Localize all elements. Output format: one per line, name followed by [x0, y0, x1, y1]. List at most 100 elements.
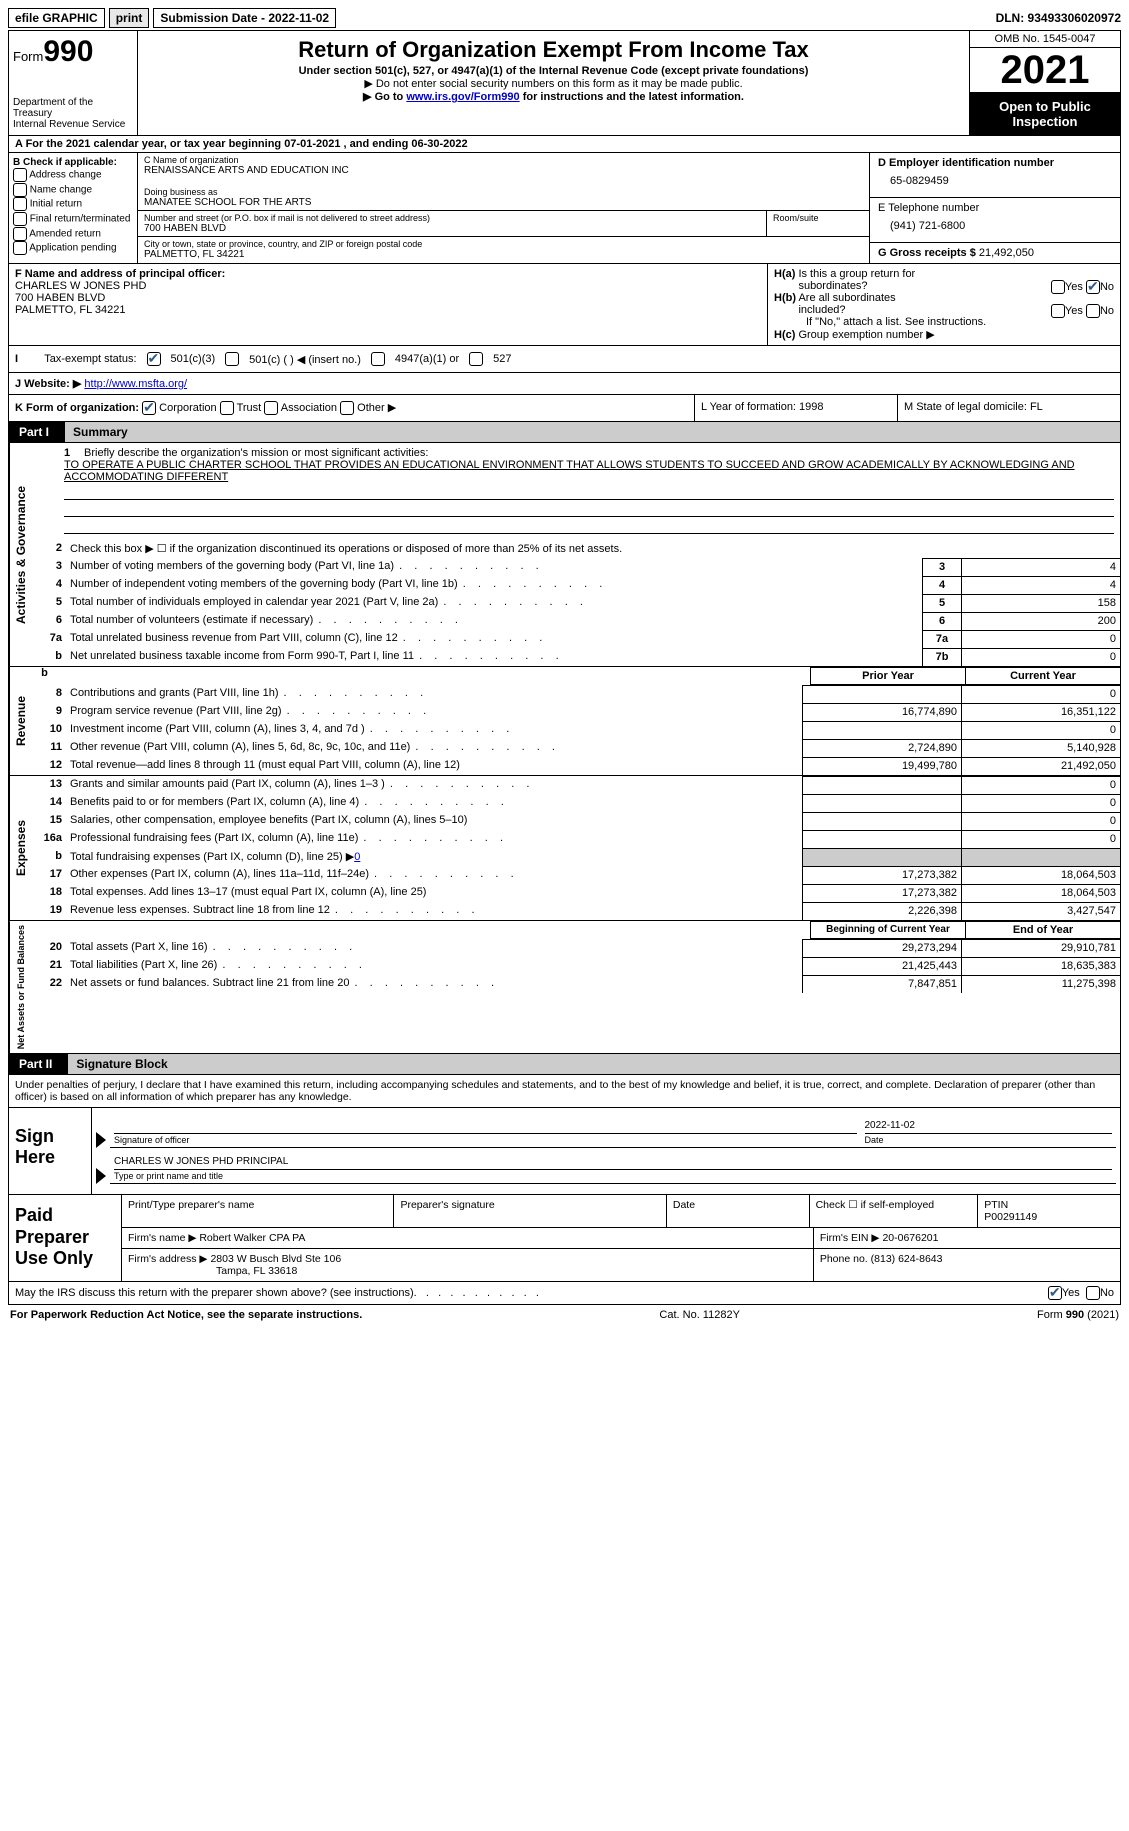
hdr-prior: Prior Year [810, 667, 965, 685]
section-expenses: Expenses 13Grants and similar amounts pa… [8, 776, 1121, 921]
irs-link[interactable]: www.irs.gov/Form990 [406, 91, 519, 103]
chk-assoc[interactable] [264, 401, 278, 415]
form-num: 990 [43, 35, 93, 68]
sig-date: 2022-11-02 Date [861, 1118, 1117, 1148]
officer-street: 700 HABEN BLVD [15, 292, 105, 304]
hdr-current: Current Year [965, 667, 1120, 685]
website-link[interactable]: http://www.msfta.org/ [84, 378, 187, 390]
ha-no[interactable] [1086, 280, 1100, 294]
firm-addr2: Tampa, FL 33618 [128, 1265, 297, 1277]
k-label: K Form of organization: [15, 402, 139, 414]
sig-date-label: Date [865, 1133, 1113, 1145]
footer-mid: Cat. No. 11282Y [659, 1309, 740, 1321]
form-subtitle: Under section 501(c), 527, or 4947(a)(1)… [142, 65, 965, 77]
prep-self-emp[interactable]: Check ☐ if self-employed [810, 1195, 979, 1227]
city-label: City or town, state or province, country… [144, 239, 863, 249]
chk-address[interactable]: Address change [13, 168, 133, 183]
paid-row-1: Print/Type preparer's name Preparer's si… [122, 1195, 1120, 1228]
omb-number: OMB No. 1545-0047 [970, 31, 1120, 48]
print-button[interactable]: print [109, 8, 150, 28]
line14: 14Benefits paid to or for members (Part … [32, 794, 1120, 812]
hb-no[interactable] [1086, 304, 1100, 318]
mission-text: TO OPERATE A PUBLIC CHARTER SCHOOL THAT … [64, 459, 1114, 483]
header-right: OMB No. 1545-0047 2021 Open to Public In… [969, 31, 1120, 135]
line5: 5Total number of individuals employed in… [32, 594, 1120, 612]
dln: DLN: 93493306020972 [996, 11, 1121, 25]
line22: 22Net assets or fund balances. Subtract … [32, 975, 1120, 993]
line1-label: Briefly describe the organization's miss… [84, 447, 428, 459]
line17: 17Other expenses (Part IX, column (A), l… [32, 866, 1120, 884]
chk-amended[interactable]: Amended return [13, 227, 133, 242]
part1-label: Part I [9, 422, 65, 442]
line13: 13Grants and similar amounts paid (Part … [32, 776, 1120, 794]
footer-left: For Paperwork Reduction Act Notice, see … [10, 1309, 362, 1321]
line18: 18Total expenses. Add lines 13–17 (must … [32, 884, 1120, 902]
chk-527[interactable] [469, 352, 483, 366]
sig-name: CHARLES W JONES PHD PRINCIPAL Type or pr… [110, 1154, 1116, 1184]
open-to-public: Open to Public Inspection [970, 93, 1120, 135]
sig-officer[interactable]: Signature of officer [110, 1129, 861, 1148]
chk-corp[interactable] [142, 401, 156, 415]
chk-other[interactable] [340, 401, 354, 415]
officer-label: F Name and address of principal officer: [15, 268, 225, 280]
chk-initial[interactable]: Initial return [13, 197, 133, 212]
paid-preparer-block: Paid Preparer Use Only Print/Type prepar… [8, 1195, 1121, 1282]
discuss-yes[interactable] [1048, 1286, 1062, 1300]
line2: 2 Check this box ▶ ☐ if the organization… [32, 540, 1120, 558]
part2-header: Part II Signature Block [8, 1054, 1121, 1075]
prep-date-hdr: Date [667, 1195, 810, 1227]
part2-label: Part II [9, 1054, 68, 1074]
gross-label: G Gross receipts $ [878, 247, 976, 259]
hdr-begin: Beginning of Current Year [810, 921, 965, 939]
line15: 15Salaries, other compensation, employee… [32, 812, 1120, 830]
firm-phone-cell: Phone no. (813) 624-8643 [814, 1249, 1120, 1281]
prep-name-hdr: Print/Type preparer's name [122, 1195, 394, 1227]
sign-body: Signature of officer 2022-11-02 Date CHA… [92, 1108, 1120, 1194]
city: PALMETTO, FL 34221 [144, 249, 863, 260]
line10: 10Investment income (Part VIII, column (… [32, 721, 1120, 739]
chk-501c3[interactable] [147, 352, 161, 366]
tax-exempt-label: Tax-exempt status: [44, 353, 136, 365]
line12: 12Total revenue—add lines 8 through 11 (… [32, 757, 1120, 775]
row-k: K Form of organization: Corporation Trus… [8, 395, 1121, 422]
chk-4947[interactable] [371, 352, 385, 366]
firm-addr1: 2803 W Busch Blvd Ste 106 [210, 1253, 341, 1265]
section-f: F Name and address of principal officer:… [9, 264, 768, 345]
ein-value: 65-0829459 [878, 169, 1112, 193]
ha-yes[interactable] [1051, 280, 1065, 294]
k-org-form: K Form of organization: Corporation Trus… [9, 395, 695, 421]
chk-trust[interactable] [220, 401, 234, 415]
ein-label: D Employer identification number [878, 157, 1054, 169]
line21: 21Total liabilities (Part X, line 26)21,… [32, 957, 1120, 975]
officer-name: CHARLES W JONES PHD [15, 280, 146, 292]
goto-note: ▶ Go to www.irs.gov/Form990 for instruct… [142, 90, 965, 103]
irs-label: Internal Revenue Service [13, 119, 133, 129]
line9: 9Program service revenue (Part VIII, lin… [32, 703, 1120, 721]
gross-value: 21,492,050 [979, 247, 1034, 259]
col-headers-rev: b Prior Year Current Year [32, 667, 1120, 685]
phone-label: E Telephone number [878, 202, 979, 214]
line7a: 7aTotal unrelated business revenue from … [32, 630, 1120, 648]
note2-post: for instructions and the latest informat… [520, 91, 744, 103]
hb-yes[interactable] [1051, 304, 1065, 318]
side-revenue: Revenue [9, 667, 32, 775]
footer-right: Form 990 (2021) [1037, 1309, 1119, 1321]
chk-name[interactable]: Name change [13, 183, 133, 198]
opt-4947: 4947(a)(1) or [395, 353, 459, 365]
chk-501c[interactable] [225, 352, 239, 366]
part2-title: Signature Block [68, 1054, 1120, 1074]
opt-501c3: 501(c)(3) [171, 353, 216, 365]
org-name-label: C Name of organization [144, 155, 863, 165]
room-label: Room/suite [773, 213, 863, 223]
ptin-value: P00291149 [984, 1211, 1037, 1223]
chk-pending[interactable]: Application pending [13, 241, 133, 256]
org-name-cell: C Name of organization RENAISSANCE ARTS … [138, 153, 869, 211]
section-netassets: Net Assets or Fund Balances Beginning of… [8, 921, 1121, 1054]
discuss-no[interactable] [1086, 1286, 1100, 1300]
chk-final[interactable]: Final return/terminated [13, 212, 133, 227]
header-left: Form990 Department of the Treasury Inter… [9, 31, 138, 135]
arrow-icon [96, 1132, 106, 1148]
part1-header: Part I Summary [8, 422, 1121, 443]
note2-pre: ▶ Go to [363, 91, 406, 103]
form-number: Form990 [13, 35, 133, 69]
